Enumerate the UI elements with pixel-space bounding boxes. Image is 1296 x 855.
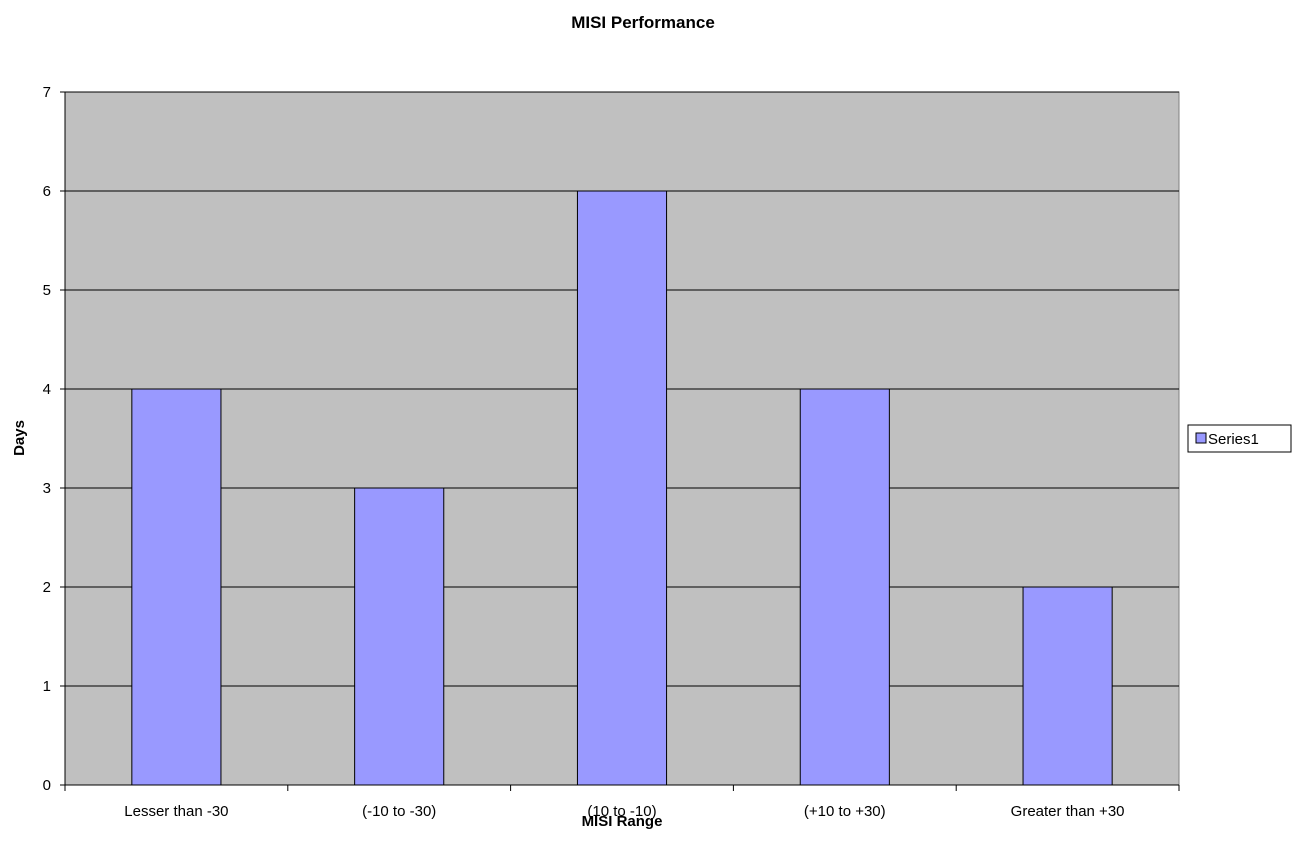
bar-4 bbox=[1022, 586, 1113, 786]
y-tick-label: 4 bbox=[43, 381, 51, 398]
axes bbox=[60, 91, 1180, 791]
y-tick-label: 0 bbox=[43, 777, 51, 794]
bar-2 bbox=[576, 190, 668, 786]
y-tick-label: 2 bbox=[43, 579, 51, 596]
legend-label-series1: Series1 bbox=[1208, 431, 1259, 448]
bar-3 bbox=[799, 388, 890, 786]
y-tick-label: 6 bbox=[43, 183, 51, 200]
y-axis-title: Days bbox=[11, 420, 28, 456]
x-tick-label: Lesser than -30 bbox=[124, 803, 228, 820]
legend: Series1 bbox=[1187, 424, 1292, 453]
x-axis-title: MISI Range bbox=[582, 813, 663, 830]
y-tick-label: 7 bbox=[43, 84, 51, 101]
bar-0 bbox=[131, 388, 222, 786]
y-tick-labels: 0 1 2 3 4 5 6 7 bbox=[43, 84, 51, 794]
x-tick-label: (+10 to +30) bbox=[804, 803, 886, 820]
y-tick-label: 5 bbox=[43, 282, 51, 299]
legend-swatch bbox=[1195, 432, 1207, 444]
x-tick-label: (10 to -10) bbox=[587, 803, 656, 820]
x-tick-labels: Lesser than -30 (-10 to -30) (10 to -10) (+… bbox=[124, 803, 1124, 820]
y-tick-label: 1 bbox=[43, 678, 51, 695]
bar-1 bbox=[354, 487, 445, 786]
bars bbox=[131, 190, 1113, 786]
y-tick-label: 3 bbox=[43, 480, 51, 497]
x-tick-label: (-10 to -30) bbox=[362, 803, 436, 820]
x-tick-label: Greater than +30 bbox=[1011, 803, 1125, 820]
chart-title: MISI Performance bbox=[571, 13, 715, 32]
